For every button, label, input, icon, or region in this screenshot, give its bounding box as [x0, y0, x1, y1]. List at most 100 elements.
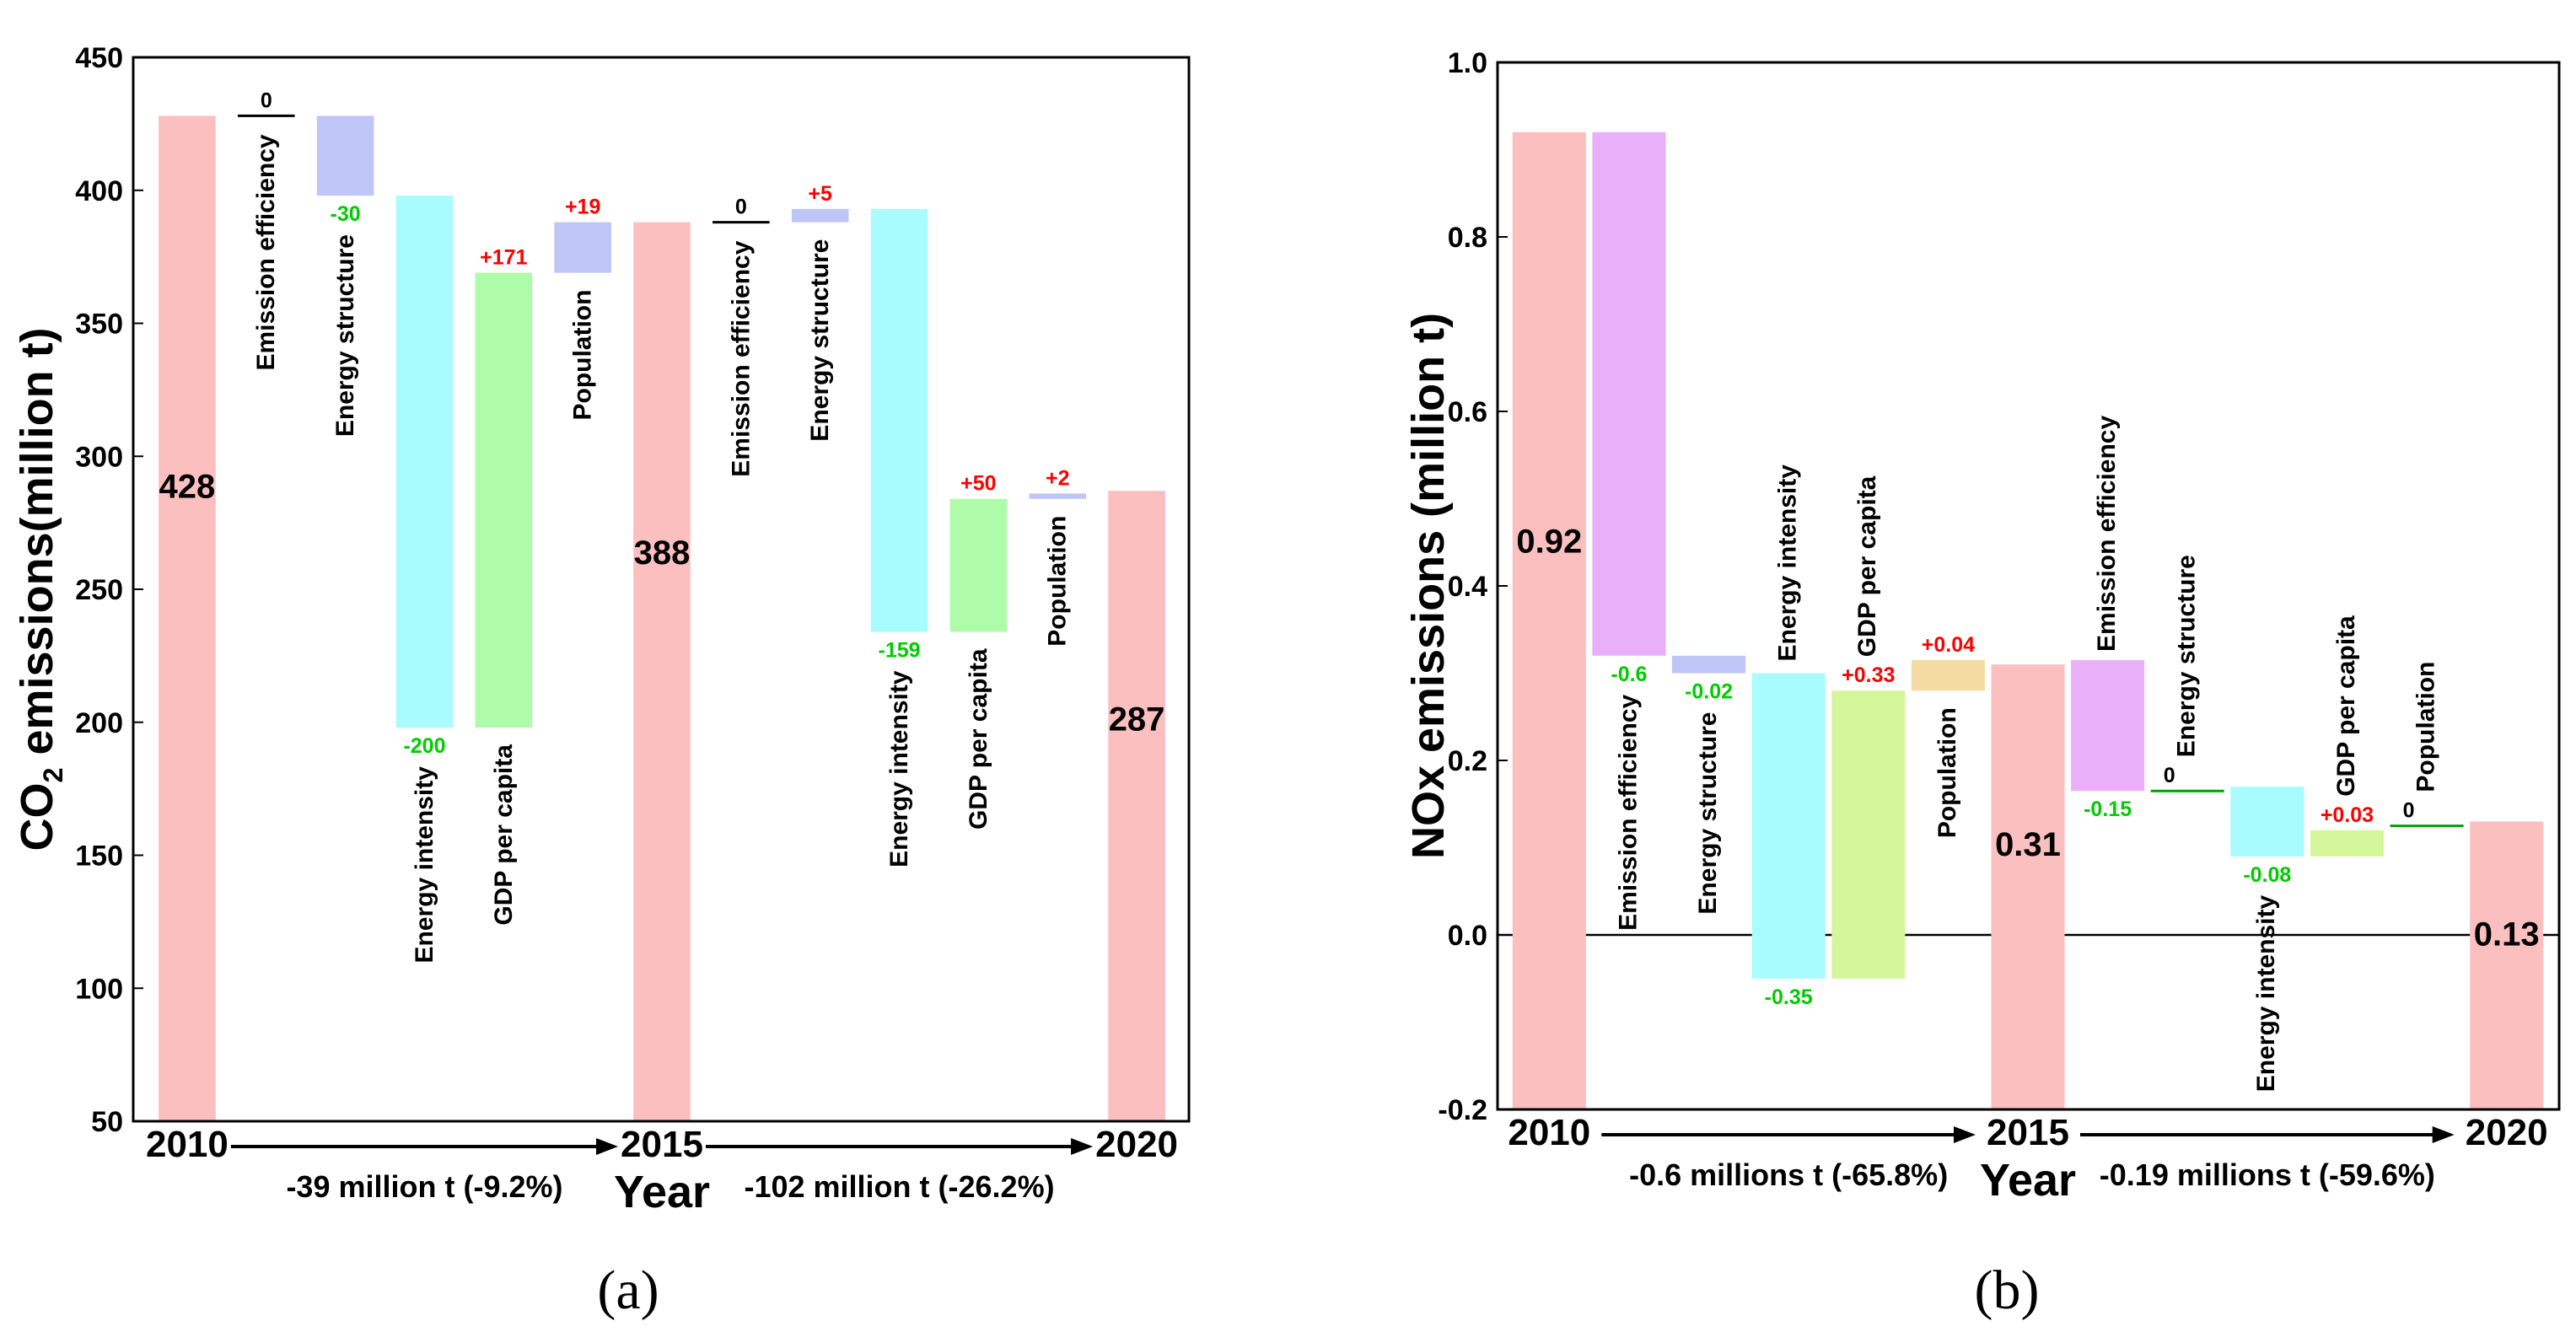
total-value-label: 287: [1109, 701, 1165, 738]
y-tick-label: 50: [91, 1106, 123, 1138]
change-bar-energy-intensity: [395, 196, 454, 728]
total-bar-2010: [1512, 132, 1586, 1109]
change-value-label: -0.6: [1611, 663, 1647, 686]
change-bar-gdp-per-capita: [1831, 690, 1906, 979]
y-tick-label: 300: [75, 441, 123, 473]
y-tick-label: 0.0: [1448, 920, 1487, 952]
y-axis-title: CO2 emissions(million t): [12, 327, 68, 851]
factor-label-energy-intensity: Energy intensity: [411, 766, 438, 964]
period-change-label: -0.19 millions t (-59.6%): [2100, 1157, 2435, 1192]
x-year-label: 2015: [1987, 1112, 2069, 1153]
change-value-label: -0.15: [2084, 798, 2132, 821]
panel-label: (b): [1975, 1259, 2040, 1321]
change-value-label: +171: [480, 246, 527, 270]
factor-label-energy-structure: Energy structure: [1694, 712, 1722, 915]
change-value-label: -159: [879, 638, 921, 662]
total-bar-2015: [1991, 664, 2065, 1109]
x-year-label: 2010: [1508, 1112, 1590, 1153]
factor-label-gdp-per-capita: GDP per capita: [490, 744, 518, 926]
change-value-label: +0.04: [1922, 633, 1975, 657]
x-axis-title: Year: [614, 1167, 710, 1217]
change-bar-energy-structure: [791, 208, 849, 223]
y-axis-title-part: CO: [12, 783, 62, 851]
factor-label-energy-intensity: Energy intensity: [1774, 465, 1802, 662]
period-change-label: -0.6 millions t (-65.8%): [1629, 1157, 1948, 1192]
factor-label-emission-efficiency: Emission efficiency: [252, 134, 280, 370]
change-value-label: 0: [2403, 799, 2415, 823]
change-value-label: 0: [2164, 764, 2175, 787]
factor-label-energy-intensity: Energy intensity: [2252, 895, 2280, 1093]
y-axis-title-part: emissions(million t): [12, 327, 62, 767]
factor-label-population: Population: [569, 290, 597, 421]
change-bar-energy-structure: [1672, 655, 1746, 674]
change-bar-gdp-per-capita: [475, 272, 533, 728]
change-bar-emission-efficiency: [2071, 659, 2145, 792]
total-bar-2020: [1108, 491, 1165, 1120]
total-value-label: 428: [159, 469, 216, 506]
total-value-label: 0.31: [1995, 826, 2061, 863]
factor-label-population: Population: [1044, 516, 1072, 647]
panel-label: (a): [597, 1259, 659, 1321]
change-bar-population: [1911, 659, 1985, 691]
change-value-label: 0: [735, 196, 747, 219]
panel-b-chart: -0.2 0.0 0.2 0.4 0.6 0.8 1.0 NOx emissions (mil…: [1403, 47, 2561, 1321]
change-bar-energy-intensity: [870, 208, 928, 632]
change-bar-energy-intensity: [2230, 787, 2304, 857]
y-tick-label: 0.8: [1448, 222, 1487, 254]
factor-label-population: Population: [2412, 662, 2439, 792]
change-bar-energy-structure: [316, 115, 374, 196]
period-arrow-head: [1954, 1126, 1976, 1143]
y-tick-label: 400: [75, 175, 123, 207]
change-value-label: -0.08: [2243, 863, 2291, 887]
y-tick-label: 150: [75, 841, 123, 873]
total-bar-2020: [2470, 821, 2544, 1109]
change-value-label: +5: [808, 182, 832, 206]
change-value-label: +50: [960, 472, 996, 496]
period-arrow-head: [1071, 1138, 1094, 1155]
period-change-label: -102 million t (-26.2%): [744, 1169, 1054, 1204]
factor-label-emission-efficiency: Emission efficiency: [1614, 694, 1642, 930]
factor-label-gdp-per-capita: GDP per capita: [2332, 615, 2360, 797]
factor-label-emission-efficiency: Emission efficiency: [2093, 416, 2121, 652]
total-value-label: 0.13: [2474, 916, 2540, 953]
total-value-label: 388: [634, 534, 691, 572]
x-year-label: 2015: [621, 1124, 703, 1165]
x-year-label: 2020: [1095, 1124, 1178, 1165]
factor-label-gdp-per-capita: GDP per capita: [1853, 475, 1881, 657]
y-axis-title-subscript: 2: [38, 768, 68, 783]
change-bar-population: [554, 222, 611, 273]
y-tick-label: 0.2: [1448, 745, 1487, 777]
change-value-label: 0: [261, 89, 272, 112]
x-year-label: 2010: [146, 1124, 229, 1165]
period-arrow-head: [2432, 1126, 2455, 1143]
x-year-label: 2020: [2466, 1112, 2548, 1153]
change-bar-gdp-per-capita: [2310, 830, 2384, 857]
change-value-label: -0.02: [1685, 680, 1733, 704]
change-value-label: +2: [1046, 466, 1070, 490]
total-bar-2015: [633, 222, 691, 1120]
y-tick-label: 1.0: [1448, 47, 1487, 79]
y-tick-label: 450: [75, 42, 123, 74]
period-arrow-head: [596, 1138, 618, 1155]
total-value-label: 0.92: [1516, 523, 1582, 560]
y-axis-title: NOx emissions (million t): [1403, 313, 1454, 859]
change-bar-population: [1029, 493, 1087, 499]
y-tick-label: 350: [75, 309, 123, 341]
x-axis-title: Year: [1980, 1155, 2076, 1206]
factor-label-emission-efficiency: Emission efficiency: [727, 240, 755, 476]
y-tick-label: 0.4: [1448, 571, 1487, 603]
y-tick-label: 200: [75, 707, 123, 739]
y-tick-label: -0.2: [1438, 1094, 1487, 1126]
y-tick-label: 100: [75, 973, 123, 1005]
y-tick-label: 0.6: [1448, 396, 1487, 428]
period-change-label: -39 million t (-9.2%): [286, 1169, 562, 1204]
total-bar-2010: [159, 115, 216, 1120]
change-bar-gdp-per-capita: [949, 498, 1008, 632]
change-bar-emission-efficiency: [1592, 132, 1666, 656]
change-value-label: +19: [565, 196, 600, 219]
change-bar-energy-intensity: [1751, 673, 1826, 979]
factor-label-population: Population: [1933, 707, 1961, 838]
change-value-label: -200: [403, 734, 445, 758]
